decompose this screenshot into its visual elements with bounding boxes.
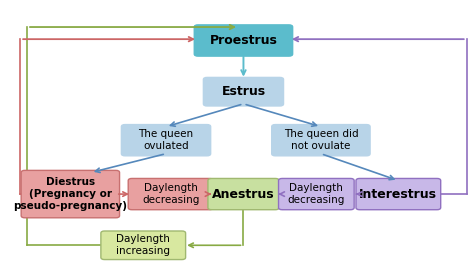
FancyBboxPatch shape <box>356 178 441 210</box>
FancyBboxPatch shape <box>272 125 370 156</box>
Text: The queen
ovulated: The queen ovulated <box>138 130 193 151</box>
Text: Estrus: Estrus <box>221 85 265 98</box>
FancyBboxPatch shape <box>128 178 213 210</box>
FancyBboxPatch shape <box>208 178 279 210</box>
FancyBboxPatch shape <box>121 125 210 156</box>
Text: Diestrus
(Pregnancy or
pseudo-pregnancy): Diestrus (Pregnancy or pseudo-pregnancy) <box>13 177 128 211</box>
Text: The queen did
not ovulate: The queen did not ovulate <box>283 130 358 151</box>
Text: Daylength
increasing: Daylength increasing <box>116 235 170 256</box>
Text: Daylength
decreasing: Daylength decreasing <box>288 183 345 205</box>
Text: Anestrus: Anestrus <box>212 188 275 200</box>
Text: Proestrus: Proestrus <box>210 34 277 47</box>
FancyBboxPatch shape <box>203 78 283 106</box>
FancyBboxPatch shape <box>101 231 186 260</box>
FancyBboxPatch shape <box>194 25 292 56</box>
Text: Interestrus: Interestrus <box>359 188 438 200</box>
FancyBboxPatch shape <box>279 178 354 210</box>
Text: Daylength
decreasing: Daylength decreasing <box>142 183 199 205</box>
FancyBboxPatch shape <box>21 170 119 218</box>
